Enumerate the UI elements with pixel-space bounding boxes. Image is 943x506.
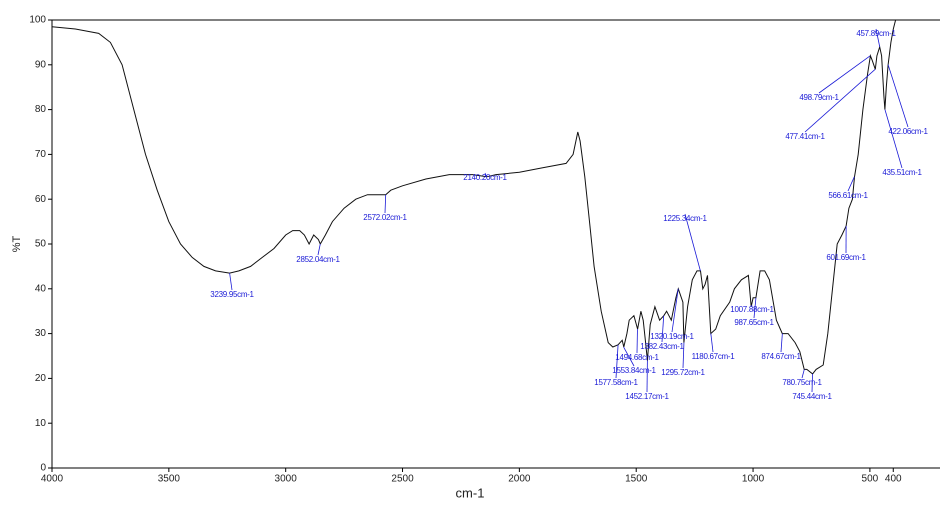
annotation-label: 422.06cm-1 [888, 127, 928, 136]
x-tick-label: 500 [862, 474, 879, 485]
annotation-label: 745.44cm-1 [792, 392, 832, 401]
annotation-label: 1452.17cm-1 [625, 392, 669, 401]
x-tick-label: 2000 [508, 474, 531, 485]
annotation-leader [780, 333, 783, 353]
annotation-label: 3239.95cm-1 [210, 290, 254, 299]
y-tick-label: 30 [35, 328, 47, 339]
annotation-label: 1494.68cm-1 [615, 353, 659, 362]
annotation-label: 2140.20cm-1 [463, 173, 507, 182]
annotation-label: 1007.88cm-1 [730, 305, 774, 314]
y-tick-label: 40 [35, 283, 47, 294]
annotation-label: 2572.02cm-1 [363, 213, 407, 222]
annotation-leader [801, 369, 805, 379]
annotation-label: 1382.43cm-1 [640, 342, 684, 351]
y-tick-label: 80 [35, 104, 47, 115]
annotation-leader [804, 68, 876, 133]
y-tick-label: 20 [35, 373, 47, 384]
y-tick-label: 50 [35, 239, 47, 250]
annotation-leader [623, 346, 635, 367]
annotation-leader [753, 297, 757, 319]
y-tick-label: 60 [35, 194, 47, 205]
x-axis-label: cm-1 [456, 485, 485, 500]
x-tick-label: 4000 [41, 474, 64, 485]
annotation-leader [847, 176, 855, 192]
annotation-leader [818, 55, 871, 94]
x-tick-label: 1000 [742, 474, 765, 485]
y-tick-label: 100 [29, 15, 46, 26]
x-tick-label: 400 [885, 474, 902, 485]
annotation-label: 1225.34cm-1 [663, 214, 707, 223]
x-tick-label: 1500 [625, 474, 648, 485]
x-tick-label: 3000 [275, 474, 298, 485]
annotation-leader [671, 288, 679, 333]
annotation-leader [484, 172, 487, 177]
annotation-label: 566.61cm-1 [828, 191, 868, 200]
annotation-label: 1553.84cm-1 [612, 366, 656, 375]
annotation-label: 498.79cm-1 [799, 93, 839, 102]
annotation-label: 780.75cm-1 [782, 378, 822, 387]
y-tick-label: 70 [35, 149, 47, 160]
annotation-leader [661, 315, 665, 343]
y-axis-label: %T [11, 235, 23, 252]
annotation-label: 457.89cm-1 [856, 29, 896, 38]
annotation-leader [887, 64, 909, 128]
annotation-leader [884, 109, 903, 169]
annotation-leader [875, 28, 881, 47]
y-tick-label: 90 [35, 59, 47, 70]
annotation-leader [682, 342, 685, 369]
annotation-leader [684, 213, 701, 271]
annotation-leader [229, 273, 233, 291]
annotation-label: 1320.19cm-1 [650, 332, 694, 341]
annotation-label: 2852.04cm-1 [296, 255, 340, 264]
annotation-leader [811, 373, 813, 393]
annotation-label: 1577.58cm-1 [594, 378, 638, 387]
y-tick-label: 10 [35, 418, 47, 429]
annotation-leader [384, 194, 387, 214]
annotation-leader [317, 243, 321, 256]
annotation-label: 874.67cm-1 [761, 352, 801, 361]
annotation-leader [615, 344, 619, 379]
annotation-label: 477.41cm-1 [785, 132, 825, 141]
annotation-label: 1180.67cm-1 [692, 352, 736, 361]
annotation-leader [750, 304, 753, 307]
x-tick-label: 2500 [391, 474, 414, 485]
annotation-label: 1295.72cm-1 [661, 368, 705, 377]
spectrum-line [51, 19, 897, 375]
annotation-leader [710, 333, 714, 353]
x-tick-label: 3500 [158, 474, 181, 485]
y-tick-label: 0 [40, 463, 46, 474]
annotation-label: 435.51cm-1 [882, 168, 922, 177]
annotation-label: 601.69cm-1 [826, 253, 866, 262]
annotation-label: 987.65cm-1 [734, 318, 774, 327]
